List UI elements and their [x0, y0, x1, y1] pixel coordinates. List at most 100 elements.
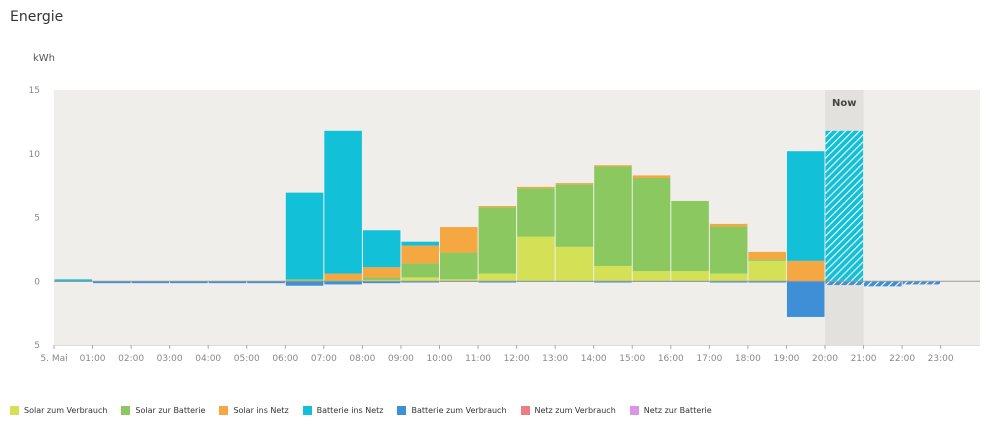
bar-batterie-zum-verbrauch-20:00	[825, 281, 864, 286]
x-tick-label: 06:00	[272, 354, 298, 364]
bar-solar-ins-netz-19:00	[786, 260, 825, 282]
bar-batterie-zum-verbrauch-08:00	[362, 281, 401, 284]
x-tick-label: 17:00	[696, 354, 722, 364]
x-tick-label: 04:00	[195, 354, 221, 364]
now-label: Now	[832, 98, 856, 109]
legend-label: Netz zur Batterie	[643, 406, 712, 415]
bar-solar-zur-batterie-07:00	[324, 279, 362, 281]
legend-item[interactable]: Netz zum Verbrauch	[520, 406, 616, 415]
bar-solar-ins-netz-18:00	[748, 251, 786, 260]
y-axis-label: kWh	[33, 53, 56, 64]
y-tick-label: 0	[34, 277, 40, 287]
y-tick-label: 10	[29, 150, 41, 160]
bar-batterie-zum-verbrauch-19:00	[786, 281, 825, 317]
legend-label: Batterie zum Verbrauch	[411, 406, 507, 415]
bar-solar-zum-verbrauch-15:00	[632, 271, 671, 282]
x-tick-label: 18:00	[735, 354, 761, 364]
bar-batterie-ins-netz-19:00	[786, 151, 825, 261]
x-tick-label: 20:00	[812, 354, 838, 364]
legend-label: Netz zum Verbrauch	[534, 406, 616, 415]
legend-swatch	[520, 406, 530, 415]
bar-batterie-zum-verbrauch-09:00	[401, 281, 439, 283]
bar-solar-ins-netz-09:00	[401, 245, 439, 264]
bar-solar-ins-netz-07:00	[324, 273, 362, 280]
legend-swatch	[219, 406, 229, 415]
x-tick-label: 02:00	[118, 354, 144, 364]
bar-solar-ins-netz-11:00	[478, 206, 517, 208]
x-tick-label: 08:00	[349, 354, 375, 364]
x-tick-label: 5. Mai	[40, 354, 67, 364]
x-tick-label: 13:00	[542, 354, 568, 364]
bar-solar-zum-verbrauch-10:00	[440, 279, 478, 282]
x-tick-label: 09:00	[388, 354, 414, 364]
bar-solar-zum-verbrauch-17:00	[709, 273, 748, 282]
legend-item[interactable]: Batterie ins Netz	[302, 406, 384, 415]
bar-solar-ins-netz-14:00	[594, 165, 632, 167]
x-tick-label: 05:00	[234, 354, 260, 364]
bar-batterie-ins-netz-06:00	[285, 192, 324, 280]
bar-batterie-zum-verbrauch-07:00	[324, 281, 362, 285]
bar-batterie-zum-verbrauch-22:00	[902, 281, 941, 285]
bar-batterie-zum-verbrauch-17:00	[709, 281, 748, 283]
bar-solar-zum-verbrauch-11:00	[478, 273, 517, 282]
bar-solar-zum-verbrauch-14:00	[594, 265, 632, 282]
y-tick-label: 5	[34, 214, 40, 224]
bar-solar-zur-batterie-17:00	[709, 226, 748, 274]
bar-batterie-zum-verbrauch-02:00	[131, 281, 170, 284]
x-tick-label: 01:00	[80, 354, 106, 364]
legend-label: Solar ins Netz	[233, 406, 289, 415]
bar-batterie-ins-netz-00:00	[54, 279, 93, 282]
x-tick-label: 22:00	[889, 354, 915, 364]
bar-batterie-zum-verbrauch-21:00	[864, 281, 902, 287]
x-tick-label: 14:00	[581, 354, 607, 364]
bar-solar-zum-verbrauch-18:00	[748, 260, 786, 282]
bar-solar-zur-batterie-18:00	[748, 259, 786, 261]
legend-item[interactable]: Solar ins Netz	[219, 406, 289, 415]
x-tick-label: 19:00	[773, 354, 799, 364]
bar-batterie-zum-verbrauch-11:00	[478, 281, 517, 283]
legend-label: Solar zum Verbrauch	[24, 406, 108, 415]
bar-batterie-zum-verbrauch-03:00	[170, 281, 208, 284]
bar-solar-zur-batterie-13:00	[555, 184, 594, 247]
x-tick-label: 11:00	[465, 354, 491, 364]
bar-solar-zur-batterie-12:00	[517, 188, 555, 237]
legend-item[interactable]: Solar zum Verbrauch	[10, 406, 107, 415]
x-tick-label: 10:00	[427, 354, 453, 364]
bar-solar-zur-batterie-15:00	[632, 177, 671, 272]
bar-solar-zur-batterie-08:00	[362, 277, 401, 280]
bar-solar-ins-netz-15:00	[632, 175, 671, 178]
bar-batterie-ins-netz-08:00	[362, 230, 401, 268]
legend-item[interactable]: Netz zur Batterie	[629, 406, 712, 415]
x-tick-label: 12:00	[504, 354, 530, 364]
bar-batterie-ins-netz-20:00	[825, 130, 864, 282]
legend-swatch	[302, 406, 312, 415]
bar-solar-zur-batterie-10:00	[440, 252, 478, 280]
bar-batterie-zum-verbrauch-01:00	[93, 281, 131, 284]
legend-item[interactable]: Batterie zum Verbrauch	[397, 406, 507, 415]
legend-swatch	[397, 406, 407, 415]
x-tick-label: 16:00	[658, 354, 684, 364]
page-title: Energie	[10, 9, 64, 25]
bar-batterie-ins-netz-09:00	[401, 241, 439, 246]
bar-solar-zum-verbrauch-12:00	[517, 236, 555, 282]
bar-batterie-zum-verbrauch-05:00	[247, 281, 285, 284]
bar-solar-zur-batterie-06:00	[285, 279, 324, 281]
bar-solar-ins-netz-17:00	[709, 223, 748, 227]
bar-batterie-zum-verbrauch-06:00	[285, 281, 324, 286]
bar-solar-ins-netz-10:00	[440, 227, 478, 253]
bar-solar-zur-batterie-09:00	[401, 263, 439, 278]
x-tick-label: 21:00	[851, 354, 877, 364]
bar-solar-ins-netz-08:00	[362, 267, 401, 278]
legend-label: Batterie ins Netz	[316, 406, 384, 415]
legend: Solar zum Verbrauch Solar zur Batterie Sol…	[10, 406, 726, 415]
bar-solar-zur-batterie-11:00	[478, 207, 517, 274]
bar-batterie-zum-verbrauch-04:00	[208, 281, 247, 284]
bar-solar-zum-verbrauch-09:00	[401, 277, 439, 282]
bar-solar-zum-verbrauch-16:00	[671, 271, 709, 282]
legend-label: Solar zur Batterie	[135, 406, 206, 415]
x-tick-label: 23:00	[928, 354, 954, 364]
bar-batterie-ins-netz-07:00	[324, 130, 362, 274]
x-tick-label: 03:00	[157, 354, 183, 364]
legend-item[interactable]: Solar zur Batterie	[121, 406, 205, 415]
